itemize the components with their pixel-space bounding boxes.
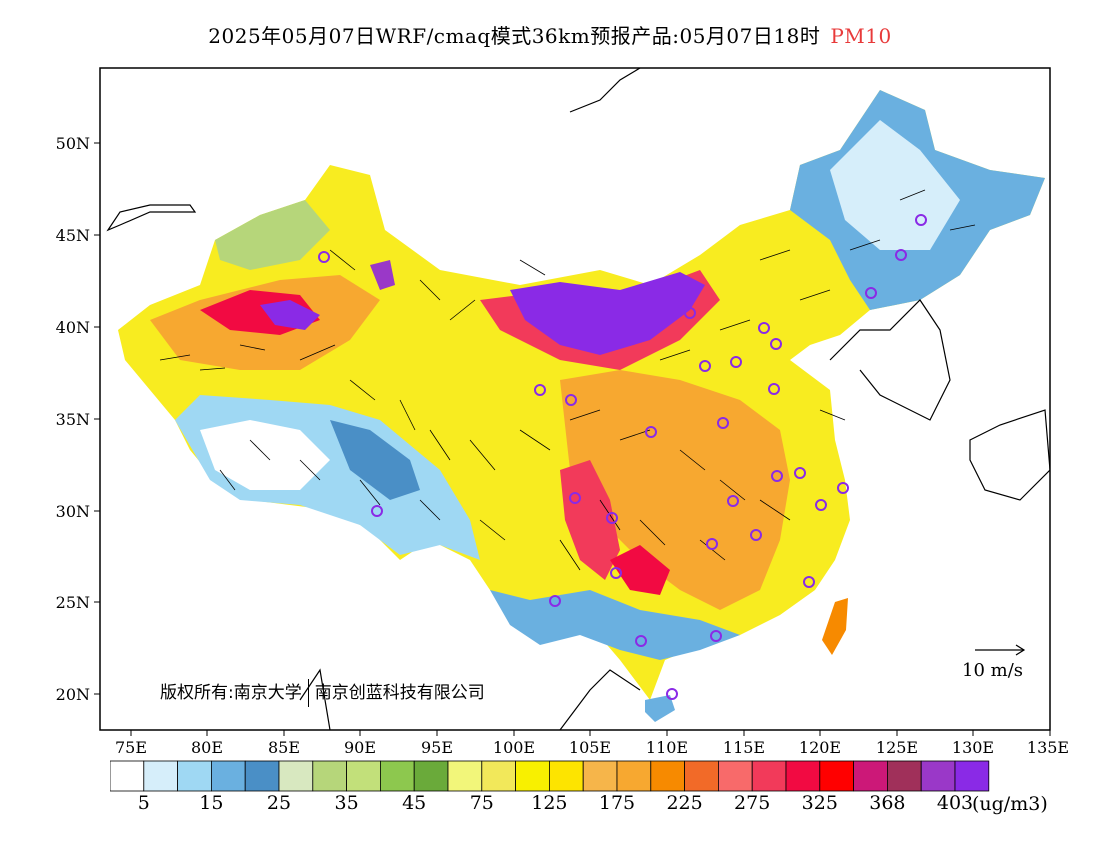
wind-scale-arrow (975, 644, 1026, 656)
lat-label-35: 35N (56, 410, 90, 429)
colorbar-swatch (447, 760, 483, 792)
northeast-lowest-zone (830, 120, 960, 250)
orange-central-zone (560, 370, 790, 610)
colorbar-swatch (819, 760, 854, 792)
colorbar-swatch (684, 760, 719, 792)
lon-label-75: 75E (115, 738, 147, 757)
colorbar-swatch (143, 760, 178, 792)
colorbar-swatch (413, 760, 449, 792)
title-pollutant: PM10 (830, 24, 892, 48)
colorbar-swatch (515, 760, 550, 792)
copyright-separator (307, 679, 309, 707)
colorbar-label: 175 (598, 792, 636, 814)
colorbar-swatch (751, 760, 787, 792)
city-markers (318, 214, 927, 700)
taiwan (822, 598, 848, 655)
colorbar-swatch (853, 760, 888, 792)
colorbar-label: 403 (936, 792, 974, 814)
colorbar-label: 25 (266, 792, 292, 814)
colorbar-label: 275 (734, 792, 771, 814)
colorbar-swatch (211, 760, 246, 792)
copyright-owner-university: 版权所有:南京大学 (160, 683, 302, 703)
colorbar-swatch (718, 760, 753, 792)
lon-label-110: 110E (646, 738, 688, 757)
colorbar-swatch (177, 760, 212, 792)
colorbar-swatch (650, 760, 685, 792)
purple-xinjiang-east-zone (370, 260, 395, 290)
lon-label-125: 125E (876, 738, 918, 757)
lon-label-80: 80E (191, 738, 223, 757)
colorbar-swatch (481, 760, 516, 792)
lat-label-30: 30N (56, 502, 90, 521)
colorbar-labels: 5 15 25 35 45 75 125 175 225 275 325 368 403 (110, 792, 1070, 822)
longitude-axis: 75E 80E 85E 90E 95E 100E 105E 110E 115E … (115, 730, 1069, 757)
purple-inner-mongolia-zone (510, 272, 705, 355)
wind-scale-label: 10 m/s (962, 660, 1023, 681)
colorbar-swatch (582, 760, 618, 792)
colorbar-label: 5 (137, 792, 150, 814)
lon-label-120: 120E (799, 738, 841, 757)
lon-label-90: 90E (344, 738, 376, 757)
colorbar-label: 125 (531, 792, 568, 814)
southwest-low-zone (490, 590, 740, 660)
purple-xinjiang-zone (260, 300, 320, 330)
map-frame (99, 67, 1051, 731)
colorbar-swatch (312, 760, 348, 792)
colorbar-swatch (887, 760, 922, 792)
lat-label-40: 40N (56, 318, 90, 337)
colorbar-swatch (110, 760, 145, 792)
wind-vectors (159, 189, 976, 571)
colorbar-label: 15 (199, 792, 224, 814)
lon-label-135: 135E (1027, 738, 1069, 757)
plateau-mid-zone (330, 420, 420, 500)
map-body (100, 68, 1050, 730)
colorbar-swatch (379, 760, 415, 792)
lon-label-105: 105E (569, 738, 611, 757)
lon-label-130: 130E (952, 738, 994, 757)
colorbar (110, 760, 990, 792)
map-title: 2025年05月07日WRF/cmaq模式36km预报产品:05月07日18时 P… (0, 20, 1100, 49)
lon-label-115: 115E (723, 738, 765, 757)
colorbar-label: 225 (666, 792, 703, 814)
copyright-notice: 版权所有:南京大学 南京创蓝科技有限公司 (160, 678, 485, 707)
colorbar-label: 368 (869, 792, 906, 814)
lat-label-25: 25N (56, 593, 90, 612)
lat-label-45: 45N (56, 226, 90, 245)
northwest-green-edge (215, 200, 330, 270)
colorbar-label: 35 (334, 792, 359, 814)
lat-label-20: 20N (56, 685, 90, 704)
red-sichuan-zone (560, 460, 620, 580)
colorbar-unit: (ug/m3) (972, 793, 1048, 815)
colorbar-swatch (548, 760, 584, 792)
colorbar-swatch (278, 760, 314, 792)
colorbar-swatch (785, 760, 821, 792)
colorbar-swatch (954, 760, 990, 792)
colorbar-label: 75 (469, 792, 494, 814)
copyright-owner-company: 南京创蓝科技有限公司 (314, 683, 485, 703)
lon-label-85: 85E (268, 738, 300, 757)
red-guangxi-zone (610, 545, 670, 595)
lon-label-100: 100E (493, 738, 535, 757)
title-main: 2025年05月07日WRF/cmaq模式36km预报产品:05月07日18时 (208, 24, 821, 48)
lat-label-50: 50N (56, 134, 90, 153)
colorbar-swatch (616, 760, 652, 792)
colorbar-swatch (920, 760, 956, 792)
lon-label-95: 95E (421, 738, 453, 757)
colorbar-swatch (346, 760, 381, 792)
colorbar-label: 325 (801, 792, 838, 814)
latitude-axis: 50N 45N 40N 35N 30N 25N 20N (56, 134, 100, 704)
colorbar-swatch (244, 760, 280, 792)
coastlines (106, 68, 1050, 730)
colorbar-label: 45 (402, 792, 427, 814)
hainan (645, 695, 675, 722)
